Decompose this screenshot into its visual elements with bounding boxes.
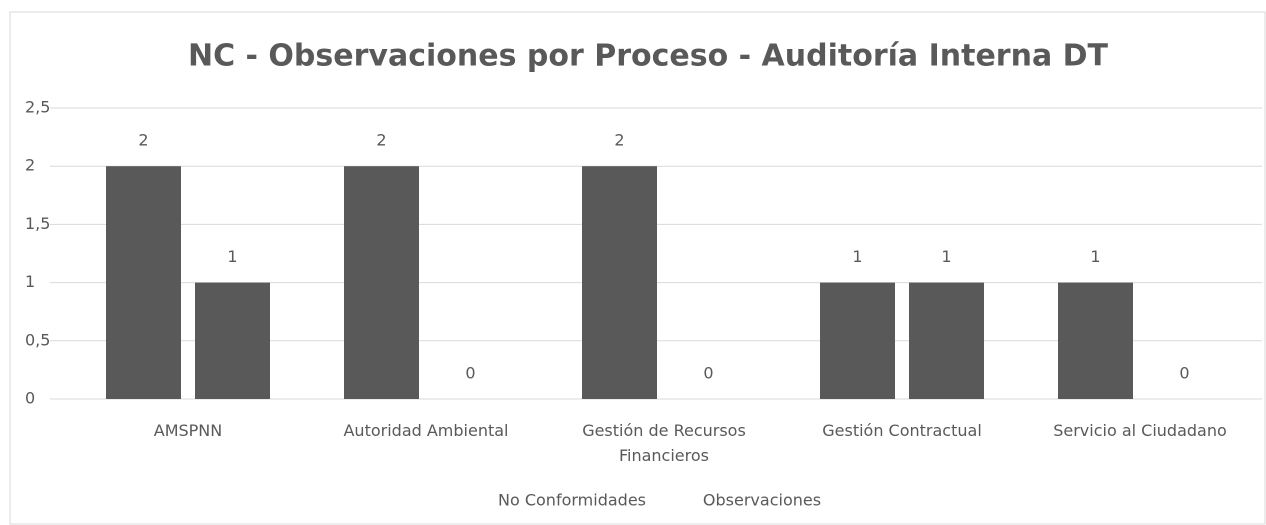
data-label: 0 (465, 364, 475, 383)
y-tick-label: 1,5 (25, 214, 50, 233)
data-label: 0 (703, 364, 713, 383)
y-tick-label: 0,5 (25, 330, 50, 349)
bar (195, 282, 270, 399)
data-label: 2 (138, 131, 148, 150)
data-label: 1 (1090, 247, 1100, 266)
x-tick-label: Servicio al Ciudadano (1053, 421, 1227, 440)
data-label: 2 (614, 131, 624, 150)
bar (909, 282, 984, 399)
data-label: 1 (941, 247, 951, 266)
bar (1058, 282, 1133, 399)
x-tick-label: AMSPNN (153, 421, 223, 440)
bar (344, 166, 419, 399)
bar (106, 166, 181, 399)
data-label: 1 (227, 247, 237, 266)
bar (820, 282, 895, 399)
y-tick-label: 1 (25, 272, 35, 291)
x-tick-label: Gestión de Recursos Financieros (582, 421, 746, 465)
data-label: 1 (852, 247, 862, 266)
data-label: 2 (376, 131, 386, 150)
y-tick-label: 2,5 (25, 98, 50, 117)
y-tick-label: 0 (25, 389, 35, 408)
legend-label: Observaciones (703, 491, 821, 510)
x-tick-label: Gestión Contractual (822, 421, 982, 440)
y-tick-label: 2 (25, 156, 35, 175)
chart-title: NC - Observaciones por Proceso - Auditor… (188, 39, 1109, 74)
data-label: 0 (1179, 364, 1189, 383)
x-tick-label: Autoridad Ambiental (343, 421, 509, 440)
legend-label: No Conformidades (498, 491, 646, 510)
bar (582, 166, 657, 399)
